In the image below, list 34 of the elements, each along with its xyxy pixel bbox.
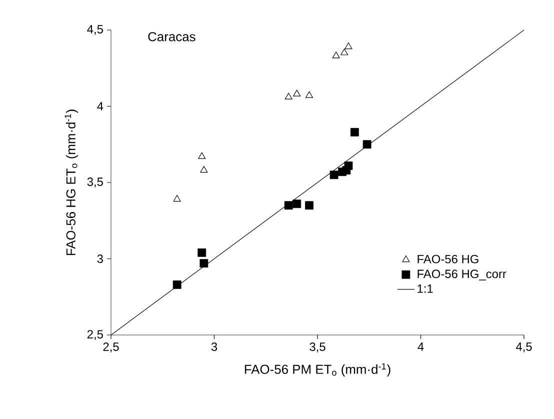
- y-tick-label: 4,5: [87, 25, 103, 35]
- x-tick-label: 3,5: [310, 342, 326, 352]
- point: [198, 152, 206, 159]
- x-axis-title: FAO-56 PM ET$_{o}$ (mm·d$^{-1}$): [244, 363, 390, 376]
- y-tick-label: 4: [97, 102, 104, 110]
- y-tick-label: 3: [97, 254, 103, 263]
- point: [340, 48, 348, 56]
- y-tick-label: 2,5: [87, 330, 103, 340]
- point: [172, 280, 182, 289]
- point: [284, 201, 293, 210]
- point: [332, 52, 340, 58]
- legend-label: FAO-56 HG_corr: [418, 270, 506, 280]
- point: [293, 90, 301, 96]
- point: [200, 259, 208, 268]
- point: [200, 166, 208, 173]
- legend-label: 1:1: [418, 284, 433, 293]
- point: [344, 162, 353, 170]
- y-tick-label: 3,5: [87, 178, 103, 188]
- point: [198, 248, 206, 257]
- x-tick-label: 3: [211, 342, 218, 351]
- point: [305, 91, 314, 98]
- point: [292, 200, 302, 208]
- point: [305, 201, 314, 210]
- point: [362, 140, 372, 149]
- point: [173, 194, 181, 202]
- chart-title: Caracas: [148, 32, 196, 42]
- point: [330, 170, 338, 180]
- legend-label: FAO-56 HG: [418, 254, 478, 264]
- y-axis-title: FAO-56 HG ET$_{o}$ (mm·d$^{-1}$): [64, 110, 78, 256]
- x-tick-label: 4: [418, 342, 424, 351]
- point: [350, 128, 359, 136]
- point: [284, 92, 292, 100]
- point: [344, 42, 352, 50]
- x-tick-label: 4,5: [516, 342, 532, 352]
